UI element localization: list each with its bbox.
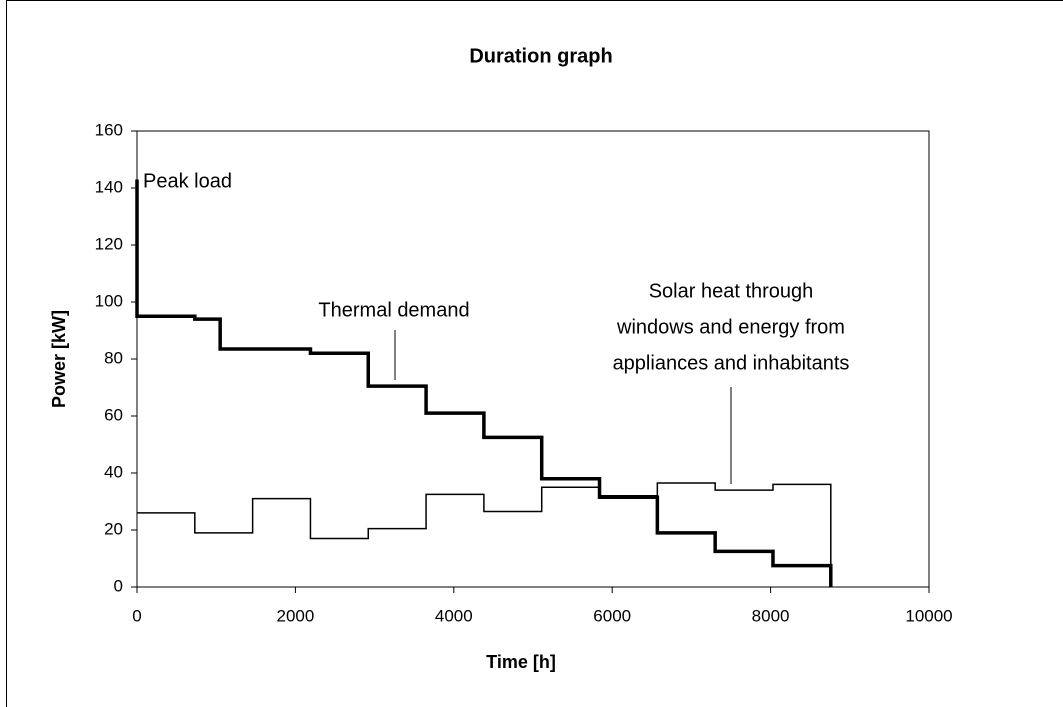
y-tick-label: 0 (114, 576, 123, 595)
x-tick-label: 0 (132, 606, 141, 625)
y-tick-label: 60 (104, 405, 123, 424)
y-tick-label: 140 (95, 177, 123, 196)
y-tick-label: 120 (95, 234, 123, 253)
x-tick-label: 6000 (593, 606, 631, 625)
y-tick-label: 80 (104, 348, 123, 367)
chart-title: Duration graph (469, 45, 612, 67)
annotation: Thermal demand (318, 299, 469, 321)
step-line (135, 179, 833, 587)
y-tick-label: 20 (104, 519, 123, 538)
step-line (137, 482, 832, 587)
x-tick-label: 4000 (435, 606, 473, 625)
x-tick-label: 8000 (752, 606, 790, 625)
y-tick-label: 100 (95, 291, 123, 310)
y-tick-label: 160 (95, 120, 123, 139)
x-tick-label: 10000 (905, 606, 952, 625)
annotation: appliances and inhabitants (613, 352, 850, 374)
annotation: windows and energy from (616, 316, 845, 338)
frame (6, 0, 1063, 707)
x-axis-label: Time [h] (486, 652, 556, 672)
y-tick-label: 40 (104, 462, 123, 481)
y-axis-label: Power [kW] (49, 310, 69, 408)
x-tick-label: 2000 (276, 606, 314, 625)
annotation: Peak load (143, 170, 232, 192)
annotation: Solar heat through (649, 280, 814, 302)
